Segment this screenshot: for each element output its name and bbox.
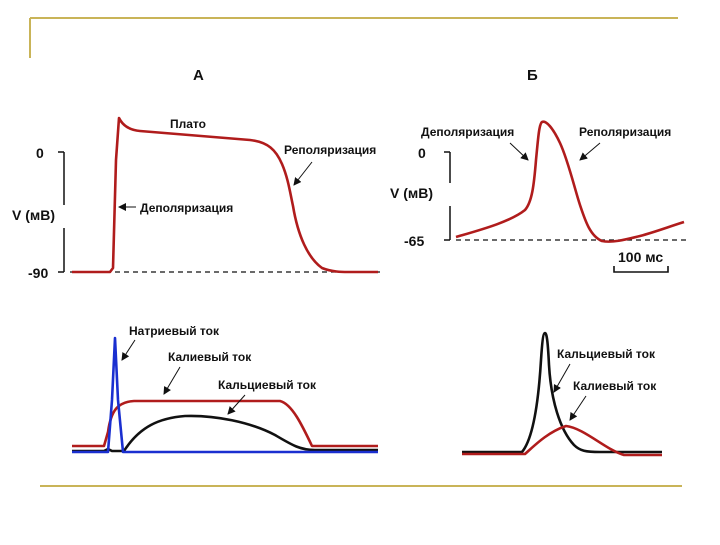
b-label-potassium: Калиевый ток (573, 379, 657, 393)
panel-a-title: А (193, 67, 204, 84)
a-action-potential-trace (72, 116, 378, 274)
a-label-sodium: Натриевый ток (129, 324, 220, 338)
a-label-repolarization: Реполяризация (284, 143, 376, 157)
panel-a-currents: Натриевый ток Калиевый ток Кальциевый то… (72, 324, 378, 454)
b-scale-bar-label: 100 мс (618, 249, 663, 265)
b-calcium-current-trace (462, 331, 662, 454)
a-label-potassium: Калиевый ток (168, 350, 252, 364)
b-action-potential-trace (455, 120, 685, 243)
b-potassium-arrow (569, 395, 587, 421)
panel-b-action-potential: 0 -65 V (мВ) Деполяризация Реполяризация… (390, 120, 688, 273)
b-label-depolarization: Деполяризация (421, 125, 514, 139)
b-tick-zero-label: 0 (418, 145, 426, 161)
b-label-calcium: Кальциевый ток (557, 347, 656, 361)
a-tick-zero-label: 0 (36, 145, 44, 161)
panel-b-currents: Кальциевый ток Калиевый ток (462, 331, 662, 457)
b-y-axis-title: V (мВ) (390, 185, 433, 201)
a-label-depolarization: Деполяризация (140, 201, 233, 215)
a-repolarization-arrow (293, 161, 313, 186)
b-scale-bar (613, 266, 669, 273)
panel-a-action-potential: 0 -90 V (мВ) Плато Реполяризация Деполяр… (12, 116, 380, 281)
b-potassium-current-trace (462, 424, 662, 457)
a-sodium-arrow (121, 339, 136, 361)
a-calcium-current-trace (72, 414, 378, 453)
b-repolarization-arrow (579, 142, 601, 161)
b-tick-rest-label: -65 (404, 233, 424, 249)
a-label-calcium: Кальциевый ток (218, 378, 317, 392)
a-tick-rest-label: -90 (28, 265, 48, 281)
b-calcium-arrow (553, 363, 571, 393)
a-sodium-current-trace (72, 336, 378, 454)
a-calcium-arrow (227, 394, 246, 415)
b-depolarization-arrow (509, 142, 529, 161)
a-potassium-arrow (163, 366, 181, 395)
panel-b-title: Б (527, 67, 538, 84)
a-y-axis-title: V (мВ) (12, 207, 55, 223)
a-label-plateau: Плато (170, 117, 206, 131)
b-label-repolarization: Реполяризация (579, 125, 671, 139)
